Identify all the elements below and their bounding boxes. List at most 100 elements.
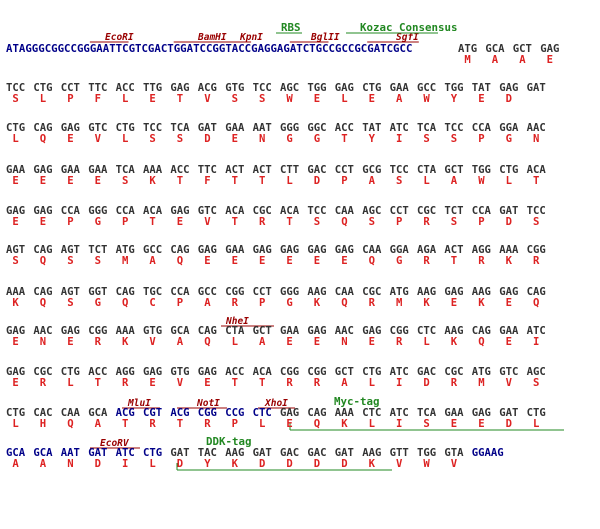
codon: GAG	[170, 205, 189, 217]
amino-acid: R	[533, 255, 540, 267]
amino-acid: A	[95, 418, 102, 430]
amino-acid: V	[204, 93, 211, 105]
amino-acid: S	[12, 93, 18, 105]
codon: ATC	[116, 447, 135, 459]
amino-acid: E	[314, 93, 320, 105]
restriction-site-label: BamHI	[197, 32, 227, 43]
amino-acid: R	[396, 336, 403, 348]
amino-acid: E	[12, 336, 18, 348]
codon: ACT	[444, 244, 463, 256]
amino-acid: S	[533, 216, 539, 228]
amino-acid: C	[149, 297, 155, 309]
amino-acid: V	[396, 458, 403, 470]
codon: GTT	[390, 447, 409, 459]
amino-acid: K	[369, 458, 376, 470]
restriction-site-label: EcoRI	[105, 32, 134, 43]
codon: CCA	[61, 205, 81, 217]
amino-acid: G	[396, 255, 402, 267]
codon: GGA	[390, 244, 410, 256]
codon: CGG	[225, 286, 244, 298]
amino-acid: F	[95, 93, 101, 105]
codon: GGT	[88, 286, 107, 298]
amino-acid: A	[177, 336, 184, 348]
amino-acid: A	[12, 458, 19, 470]
codon: CCT	[390, 205, 409, 217]
codon: AAG	[472, 286, 491, 298]
amino-acid: P	[122, 216, 128, 228]
amino-acid: T	[232, 175, 238, 187]
feature-label: RBS	[281, 21, 301, 34]
amino-acid: T	[95, 377, 101, 389]
codon: CTC	[417, 325, 436, 337]
amino-acid: E	[286, 336, 292, 348]
amino-acid: R	[204, 418, 211, 430]
codon: TCC	[527, 205, 546, 217]
amino-acid: S	[122, 175, 128, 187]
amino-acid: E	[204, 377, 210, 389]
amino-acid: T	[533, 175, 539, 187]
codon: CGC	[417, 205, 436, 217]
restriction-site-label: EcoRV	[100, 438, 130, 449]
amino-acid: D	[177, 458, 183, 470]
codon: ATC	[390, 366, 409, 378]
amino-acid: N	[40, 336, 46, 348]
amino-acid: G	[95, 216, 101, 228]
amino-acid: K	[149, 175, 156, 187]
feature-label: Kozac Consensus	[360, 21, 458, 34]
codon: CAG	[198, 325, 217, 337]
codon: CTG	[499, 164, 518, 176]
amino-acid: L	[149, 458, 155, 470]
codon: CAG	[33, 122, 52, 134]
codon: CAG	[116, 286, 135, 298]
amino-acid: P	[232, 418, 238, 430]
codon: CTG	[143, 447, 162, 459]
amino-acid: R	[122, 377, 129, 389]
amino-acid: W	[423, 93, 430, 105]
amino-acid: P	[478, 133, 484, 145]
codon: GCA	[485, 43, 505, 55]
codon: GAC	[307, 447, 326, 459]
amino-acid: S	[67, 255, 73, 267]
amino-acid: S	[67, 297, 73, 309]
amino-acid: Y	[451, 93, 458, 105]
codon: CTG	[527, 407, 546, 419]
amino-acid: L	[122, 93, 128, 105]
codon: AGC	[280, 82, 299, 94]
codon: TGC	[143, 286, 162, 298]
amino-acid: Q	[314, 418, 320, 430]
codon: CTC	[362, 407, 381, 419]
codon: GAG	[362, 325, 381, 337]
amino-acid: S	[451, 133, 457, 145]
codon: GGG	[280, 122, 299, 134]
amino-acid: G	[286, 133, 292, 145]
codon: CCA	[472, 205, 492, 217]
codon: GAG	[444, 286, 463, 298]
amino-acid: V	[451, 458, 458, 470]
codon: ACG	[116, 407, 135, 419]
amino-acid: Q	[40, 255, 46, 267]
amino-acid: R	[423, 255, 430, 267]
amino-acid: A	[149, 255, 156, 267]
amino-acid: Q	[341, 297, 347, 309]
codon: CGC	[444, 366, 463, 378]
codon: GAT	[499, 205, 518, 217]
amino-acid: R	[286, 377, 293, 389]
codon: TGG	[307, 82, 326, 94]
amino-acid: L	[423, 175, 429, 187]
amino-acid: L	[12, 418, 18, 430]
codon: GAT	[88, 447, 107, 459]
amino-acid: Q	[67, 418, 73, 430]
amino-acid: T	[149, 216, 155, 228]
codon: GCC	[198, 286, 217, 298]
codon: TAT	[472, 82, 491, 94]
codon: GAT	[198, 122, 217, 134]
amino-acid: I	[122, 458, 128, 470]
amino-acid: K	[423, 297, 430, 309]
codon: GTG	[170, 366, 189, 378]
amino-acid: K	[314, 297, 321, 309]
codon: ACA	[253, 366, 273, 378]
codon: ATG	[116, 244, 135, 256]
codon: GAA	[280, 325, 300, 337]
amino-acid: D	[95, 458, 101, 470]
codon: GCA	[33, 447, 53, 459]
